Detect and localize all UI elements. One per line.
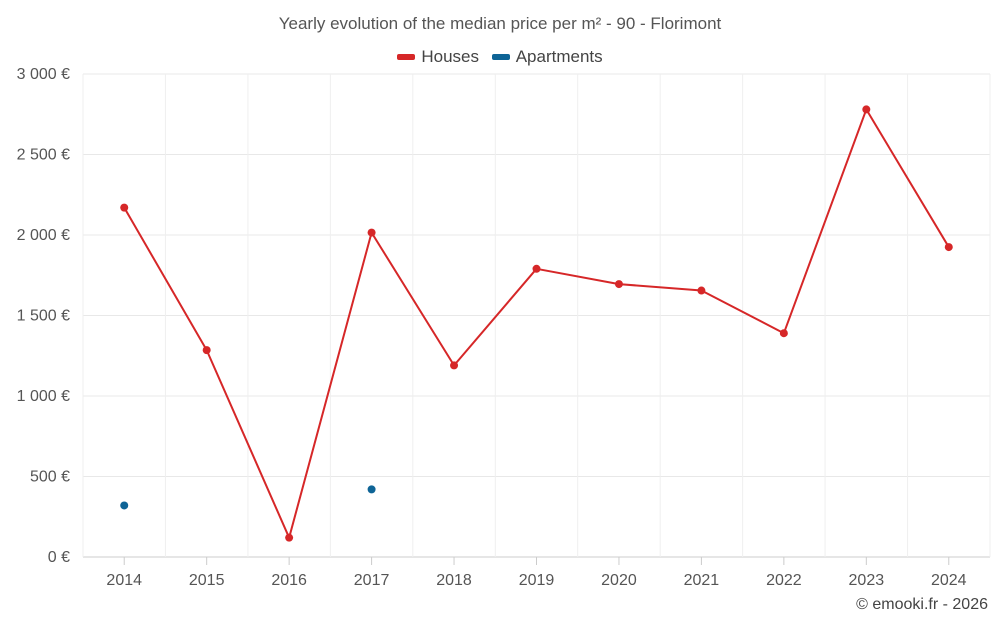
- x-tick-label: 2016: [271, 572, 307, 589]
- x-tick-label: 2018: [436, 572, 472, 589]
- x-tick-label: 2019: [519, 572, 555, 589]
- data-point-houses: [450, 361, 459, 370]
- y-tick-label: 1 500 €: [17, 308, 70, 325]
- data-point-houses: [614, 280, 623, 289]
- x-tick-label: 2014: [106, 572, 142, 589]
- data-point-apartments: [367, 485, 376, 494]
- data-point-houses: [944, 243, 953, 252]
- legend-label-apartments: Apartments: [515, 47, 603, 66]
- x-tick-label: 2015: [189, 572, 225, 589]
- data-point-houses: [202, 346, 211, 355]
- credit-text: © emooki.fr - 2026: [856, 596, 988, 613]
- data-point-houses: [532, 264, 541, 273]
- data-point-houses: [285, 533, 294, 542]
- legend-item-apartments[interactable]: Apartments: [491, 47, 603, 67]
- legend-swatch-apartments: [491, 54, 510, 60]
- data-point-houses: [367, 228, 376, 237]
- y-tick-label: 500 €: [30, 469, 70, 486]
- x-tick-label: 2023: [849, 572, 885, 589]
- legend-swatch-houses: [397, 54, 416, 60]
- legend-item-houses[interactable]: Houses: [397, 47, 479, 67]
- data-point-houses: [779, 329, 788, 338]
- data-point-apartments: [120, 501, 129, 510]
- x-tick-label: 2021: [684, 572, 720, 589]
- legend-label-houses: Houses: [421, 47, 479, 66]
- y-tick-label: 2 000 €: [17, 227, 70, 244]
- y-tick-label: 3 000 €: [17, 66, 70, 83]
- data-point-houses: [862, 105, 871, 114]
- chart-title: Yearly evolution of the median price per…: [278, 14, 722, 33]
- data-point-houses: [697, 286, 706, 295]
- x-tick-label: 2017: [354, 572, 390, 589]
- x-tick-label: 2020: [601, 572, 637, 589]
- y-tick-label: 1 000 €: [17, 388, 70, 405]
- x-tick-label: 2024: [931, 572, 967, 589]
- legend: Houses Apartments: [0, 45, 1000, 67]
- data-point-houses: [120, 203, 129, 212]
- y-tick-label: 0 €: [48, 549, 70, 566]
- x-tick-label: 2022: [766, 572, 802, 589]
- y-tick-label: 2 500 €: [17, 147, 70, 164]
